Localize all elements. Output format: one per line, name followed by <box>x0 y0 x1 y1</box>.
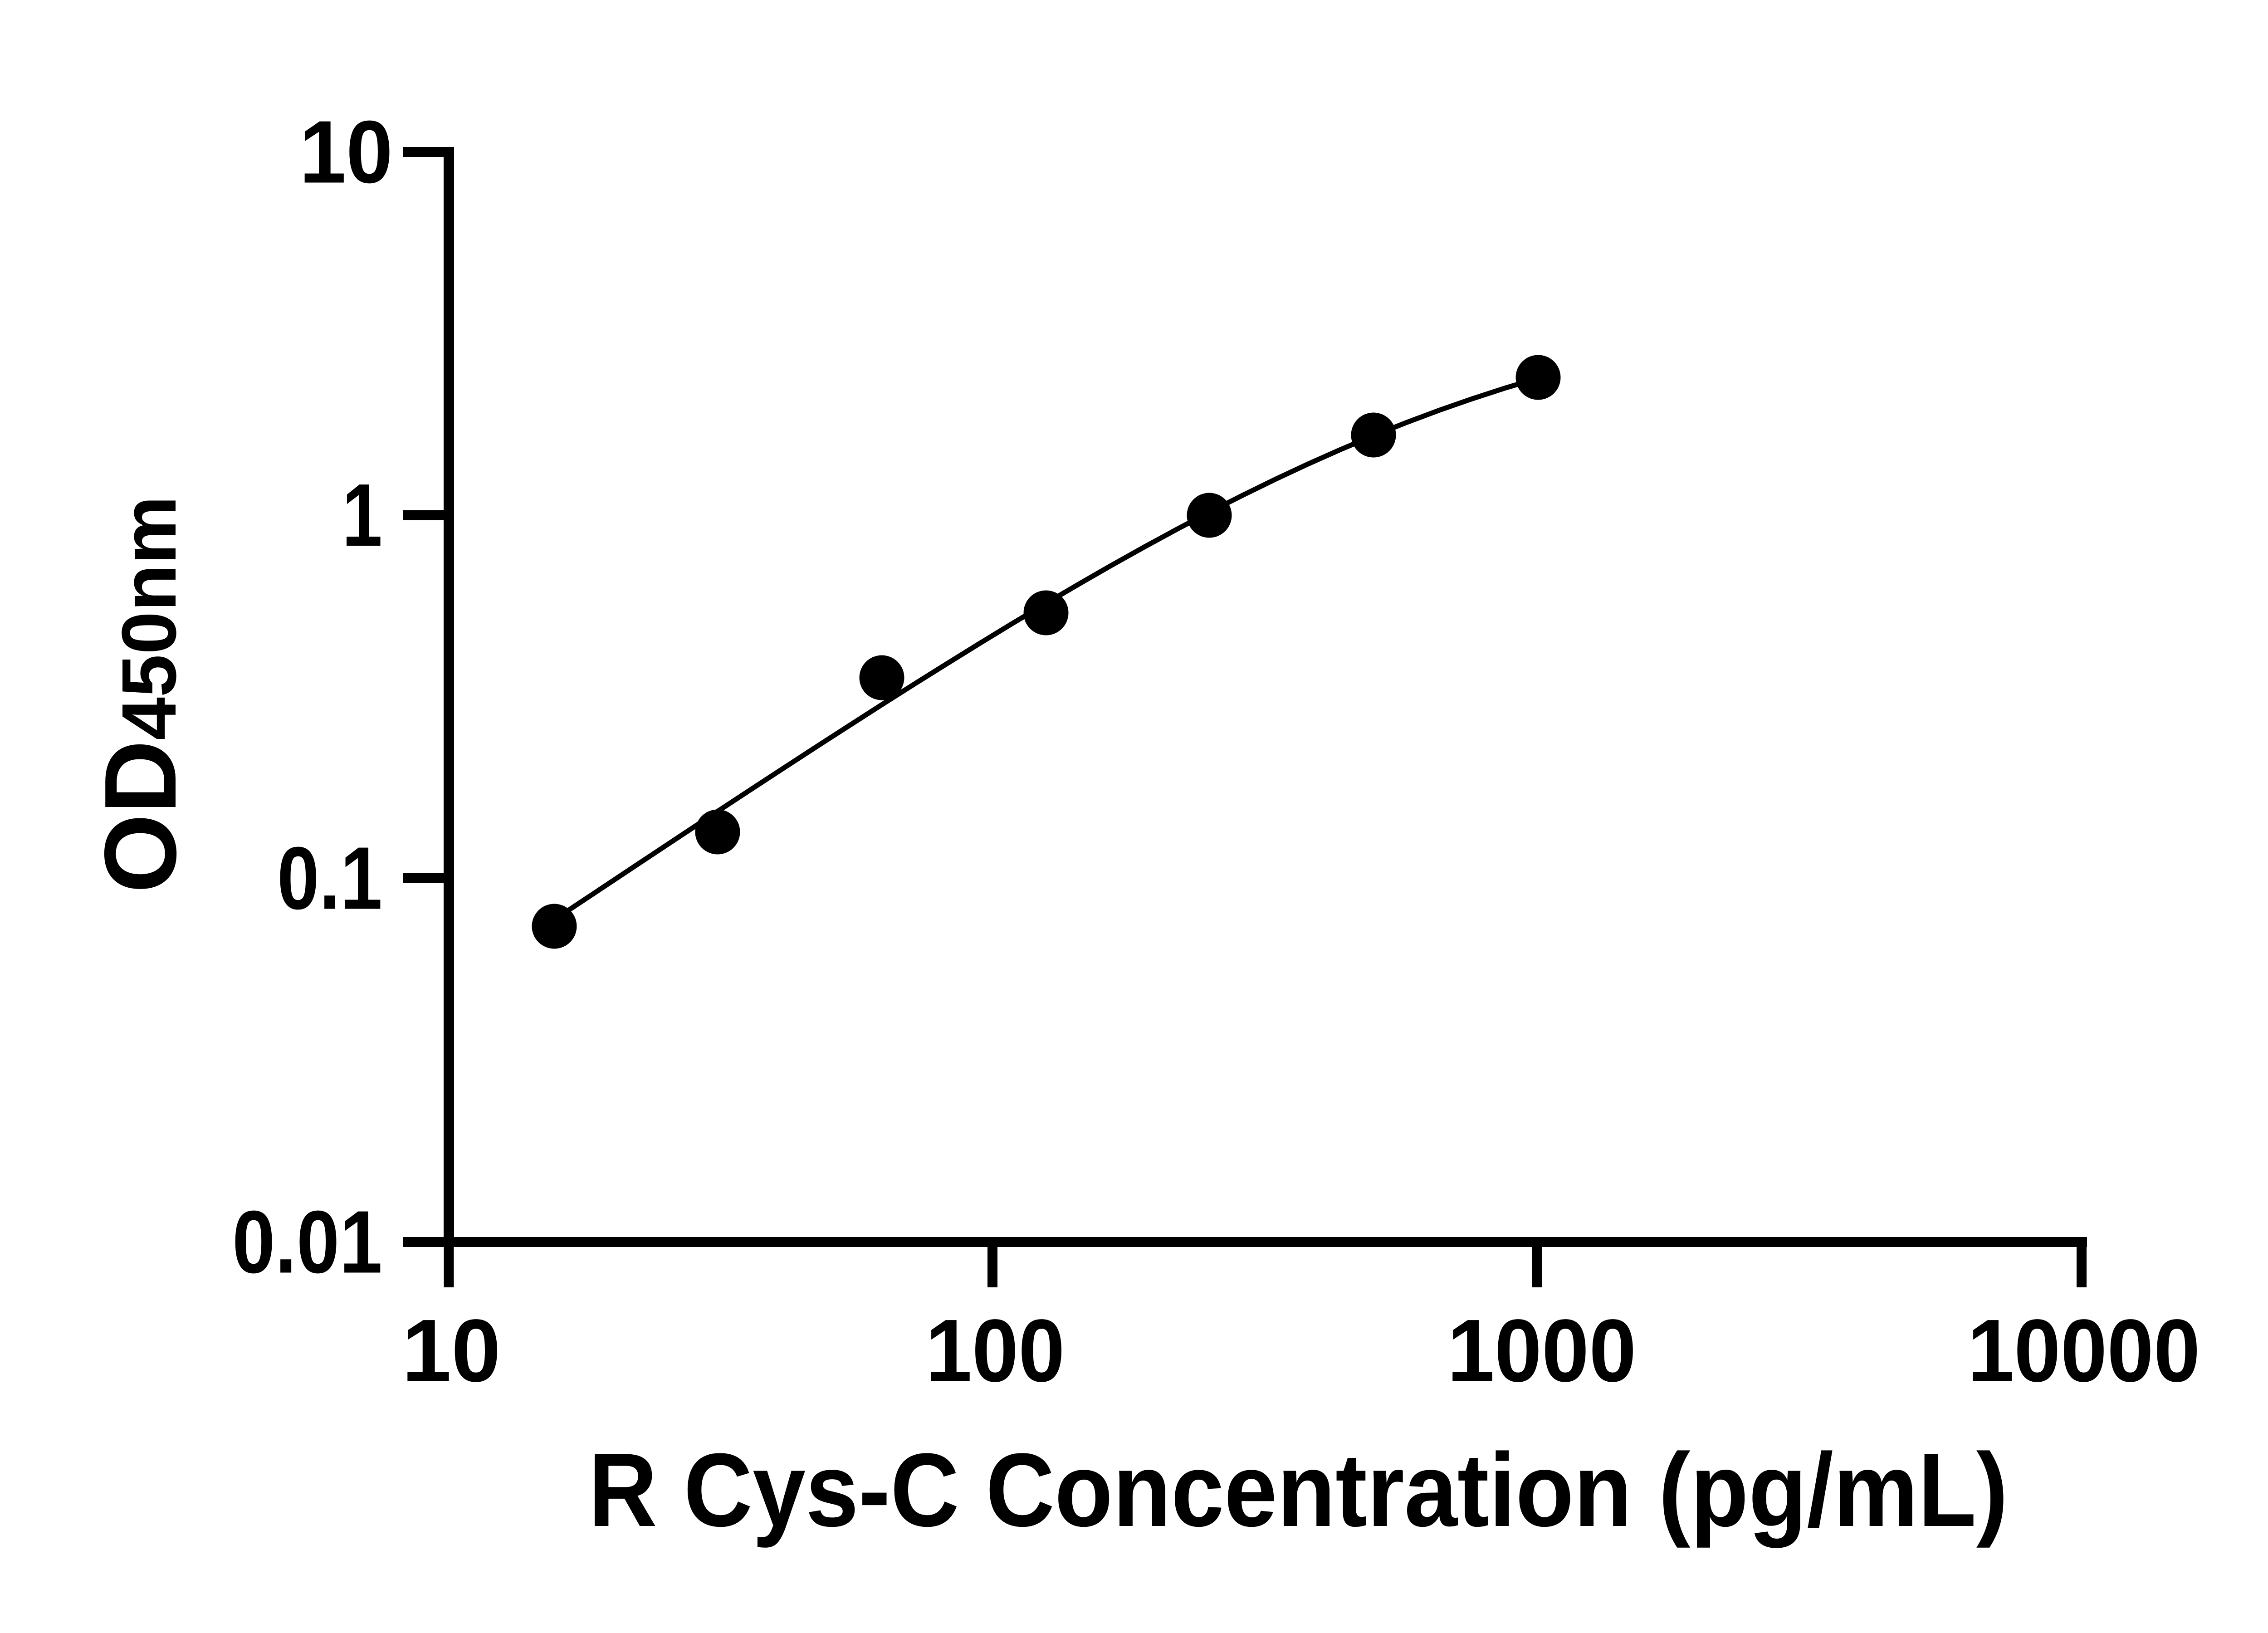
svg-text:10: 10 <box>402 1301 501 1400</box>
svg-text:1: 1 <box>342 465 382 565</box>
svg-text:10000: 10000 <box>1968 1301 2200 1400</box>
svg-text:0.01: 0.01 <box>232 1193 382 1292</box>
svg-text:10: 10 <box>299 103 393 202</box>
svg-text:OD450nm: OD450nm <box>83 496 197 893</box>
svg-text:R Cys-C Concentration (pg/mL): R Cys-C Concentration (pg/mL) <box>588 1432 2008 1548</box>
svg-text:0.1: 0.1 <box>277 829 382 928</box>
svg-text:1000: 1000 <box>1447 1301 1637 1400</box>
svg-text:100: 100 <box>926 1301 1065 1400</box>
